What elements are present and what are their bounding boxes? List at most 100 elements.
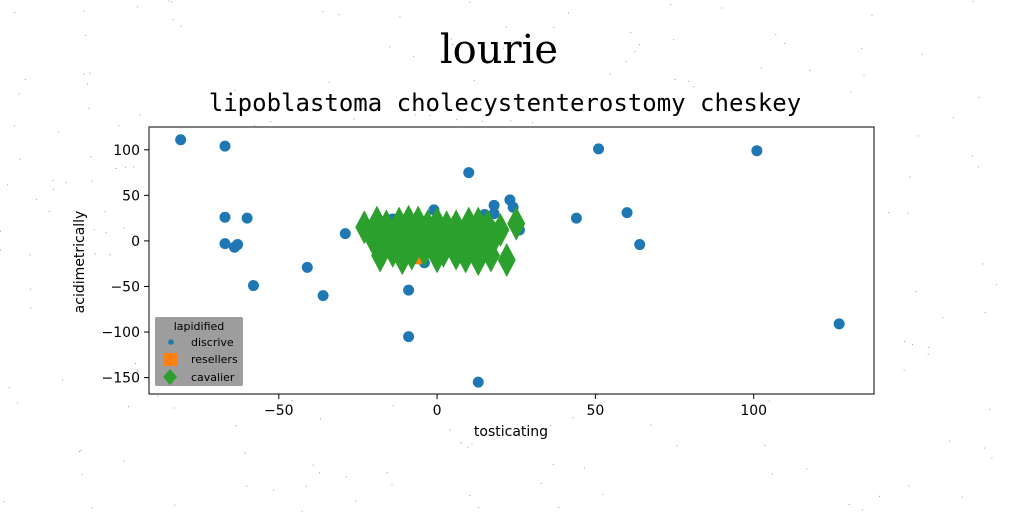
y-tick-label: −50 [110,279,140,295]
noise-speck [8,387,10,389]
noise-speck [17,402,19,404]
noise-speck [399,16,401,18]
noise-speck [871,14,873,16]
series-layer [175,134,845,388]
noise-speck [7,184,9,186]
noise-speck [168,0,170,2]
noise-speck [676,445,678,447]
noise-speck [19,158,21,160]
noise-speck [850,91,852,93]
noise-speck [806,468,808,470]
noise-speck [18,93,20,95]
noise-speck [312,464,314,466]
noise-speck [328,81,330,83]
discrive-point [621,207,633,219]
noise-speck [109,254,111,256]
discrive-point [339,228,351,240]
noise-speck [674,78,676,80]
x-tick-label: 100 [740,403,767,419]
x-axis: −50 0 50 100 [264,394,767,419]
noise-speck [136,6,138,8]
noise-speck [908,485,910,487]
noise-speck [670,4,672,5]
cavalier-point [415,233,434,268]
noise-speck [137,370,139,372]
noise-speck [450,38,452,40]
y-tick-label: 100 [113,143,140,159]
cavalier-point [371,238,390,273]
noise-speck [80,450,82,451]
discrive-point [232,239,244,251]
noise-speck [596,394,598,396]
noise-speck [322,11,324,13]
y-axis: 100 50 0 −50 −100 −150 [102,143,149,387]
legend-label-resellers: resellers [191,353,238,366]
discrive-point [593,143,605,155]
legend-marker-cavalier [163,369,177,385]
discrive-point [403,284,415,296]
noise-speck [58,131,60,133]
noise-speck [451,44,453,46]
noise-speck [125,166,126,168]
noise-speck [482,120,483,122]
noise-speck [62,379,63,381]
noise-speck [94,253,96,255]
noise-speck [912,344,914,346]
noise-speck [83,73,85,75]
legend-marker-resellers [164,353,177,366]
noise-speck [572,417,574,419]
noise-speck [921,53,923,55]
noise-speck [861,48,863,50]
noise-speck [52,180,54,182]
noise-speck [952,117,954,119]
noise-speck [48,211,50,213]
discrive-point [403,331,415,343]
noise-speck [89,72,91,74]
y-tick-label: −100 [102,325,140,341]
noise-speck [253,124,255,126]
noise-speck [602,493,604,495]
y-tick-label: 0 [131,234,140,250]
noise-speck [961,496,963,498]
noise-speck [456,119,458,121]
noise-speck [115,168,117,169]
cavalier-point [497,243,516,278]
discrive-point [488,199,500,211]
noise-speck [639,44,640,46]
noise-speck [983,447,985,449]
noise-speck [879,495,880,497]
noise-speck [65,182,67,184]
noise-speck [414,114,416,116]
noise-speck [88,107,90,109]
noise-speck [634,50,636,52]
cavalier-point [507,206,526,241]
noise-speck [907,212,909,214]
noise-speck [550,425,551,427]
noise-speck [79,451,80,453]
noise-speck [469,495,471,497]
noise-speck [93,229,95,231]
legend: lapidified discrive resellers cavalier [155,317,243,386]
discrive-point [247,280,259,292]
noise-speck [36,199,37,201]
noise-speck [83,10,85,12]
noise-speck [461,46,463,48]
noise-speck [449,429,451,431]
legend-label-discrive: discrive [191,336,234,349]
noise-speck [984,311,986,313]
noise-speck [809,70,811,71]
noise-speck [460,442,462,444]
discrive-point [463,167,475,179]
noise-speck [772,473,773,475]
noise-speck [126,199,128,201]
noise-speck [172,19,174,21]
noise-speck [157,395,159,397]
x-tick-label: 50 [586,403,604,419]
discrive-point [570,212,582,224]
noise-speck [128,406,130,408]
x-axis-label: tosticating [474,424,548,440]
noise-speck [135,363,136,364]
noise-speck [174,407,176,409]
noise-speck [903,369,905,371]
noise-speck [532,122,534,124]
